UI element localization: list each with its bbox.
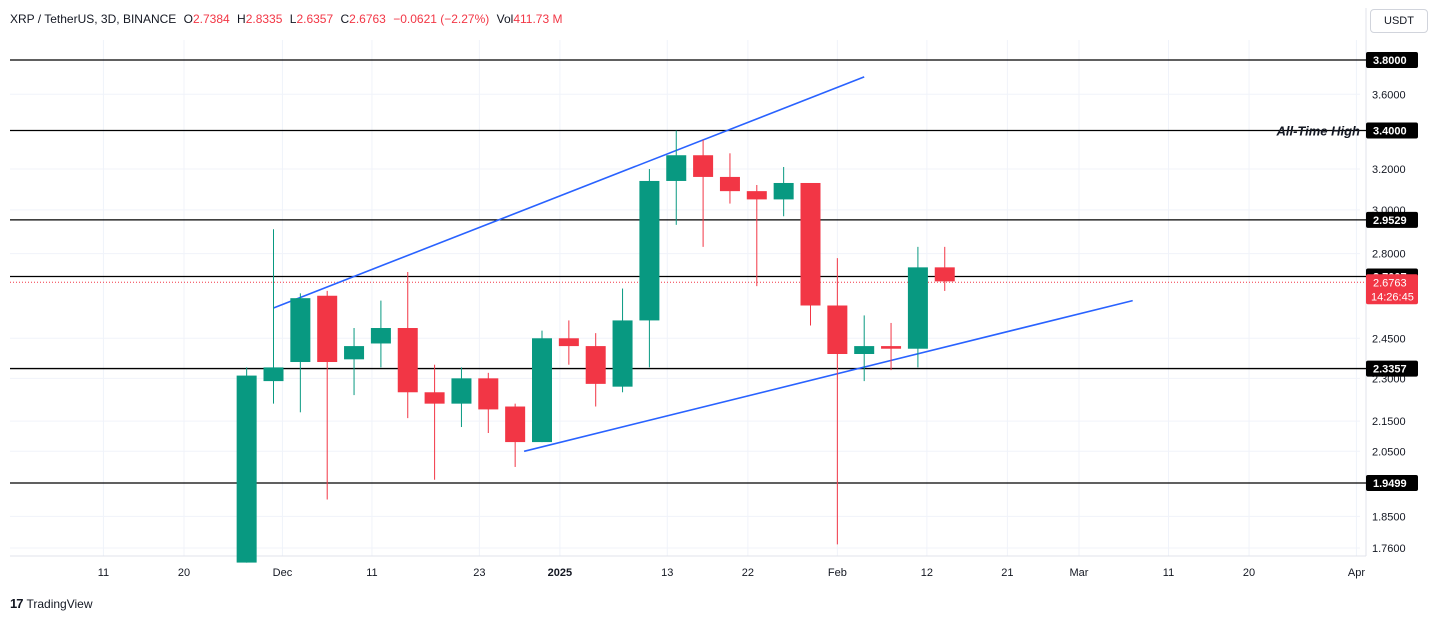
time-tick-label: Dec: [273, 567, 293, 579]
level-price-badge: [1366, 52, 1418, 68]
candle-body: [746, 191, 767, 200]
time-tick-label: 21: [1001, 567, 1013, 579]
low-value: 2.6357: [296, 12, 334, 26]
price-tick-label: 2.8000: [1372, 249, 1406, 261]
candle-body: [317, 295, 338, 363]
time-tick-label: 20: [1243, 567, 1255, 579]
volume-label: Vol: [496, 12, 514, 26]
time-tick-label: Apr: [1348, 567, 1365, 579]
candle-body: [478, 378, 499, 410]
volume-value: 411.73 M: [513, 12, 563, 26]
tradingview-logo-icon: 17: [10, 596, 24, 611]
open-value: 2.7384: [192, 12, 230, 26]
trendline: [523, 299, 1133, 453]
currency-button[interactable]: USDT: [1370, 9, 1428, 33]
current-price-badge: [1366, 274, 1418, 305]
candle-body: [719, 176, 740, 192]
change-value: −0.0621 (−2.27%): [393, 12, 490, 26]
candle-body: [693, 155, 714, 177]
close-label: C: [340, 12, 350, 26]
trendlines: [273, 76, 1133, 453]
time-axis[interactable]: ov1120Dec112320251322Feb1221Mar1120Apr: [0, 567, 1366, 579]
candle-body: [263, 367, 284, 382]
price-tick-label: 3.2000: [1372, 164, 1406, 176]
time-tick-label: 20: [178, 567, 190, 579]
candle-body: [397, 328, 418, 393]
time-tick-label: 11: [98, 567, 109, 579]
candle-body: [344, 346, 365, 360]
candle-body: [585, 346, 606, 384]
level-price-label: 1.9499: [1373, 478, 1407, 490]
price-axis[interactable]: 3.60003.20003.00002.80002.45002.30002.15…: [1366, 52, 1418, 555]
all-time-high-label: All-Time High: [1275, 124, 1360, 139]
level-price-label: 3.4000: [1373, 126, 1407, 138]
level-price-label: 2.9529: [1373, 215, 1407, 227]
high-label: H: [237, 12, 246, 26]
time-tick-label: 2025: [548, 567, 572, 579]
price-tick-label: 2.1500: [1372, 416, 1406, 428]
candle-body: [558, 338, 579, 347]
candle-body: [934, 267, 955, 282]
current-price-label: 2.6763: [1373, 277, 1407, 289]
countdown-label: 14:26:45: [1371, 291, 1414, 303]
price-tick-label: 3.6000: [1372, 89, 1406, 101]
candle-body: [854, 346, 875, 355]
candle-body: [451, 378, 472, 404]
candle-body: [290, 298, 311, 363]
level-price-label: 2.3357: [1373, 364, 1407, 376]
time-tick-label: 11: [366, 567, 377, 579]
close-value: 2.6763: [349, 12, 386, 26]
candle-body: [612, 320, 633, 387]
time-tick-label: 12: [921, 567, 933, 579]
candle-body: [532, 338, 552, 443]
level-price-badge: [1366, 360, 1418, 377]
candle-body: [773, 182, 794, 200]
level-price-badge: [1366, 475, 1418, 492]
price-tick-label: 2.4500: [1372, 333, 1406, 345]
brand-name: TradingView: [26, 596, 93, 611]
time-tick-label: 22: [742, 567, 754, 579]
open-label: O: [183, 12, 193, 26]
level-price-badge: [1366, 122, 1418, 139]
level-price-label: 3.8000: [1373, 55, 1407, 67]
candle-body: [907, 267, 928, 349]
price-tick-label: 2.0500: [1372, 446, 1406, 458]
high-value: 2.8335: [245, 12, 283, 26]
candle-body: [881, 346, 902, 349]
candle-body: [800, 182, 821, 306]
low-label: L: [289, 12, 297, 26]
trendline: [273, 76, 865, 309]
time-tick-label: 13: [661, 567, 673, 579]
horizontal-levels: [10, 59, 1366, 484]
candle-body: [827, 305, 848, 355]
candle-body: [639, 180, 660, 321]
price-tick-label: 1.8500: [1372, 511, 1406, 523]
time-tick-label: 23: [473, 567, 485, 579]
time-tick-label: 11: [1163, 567, 1174, 579]
annotations: All-Time High: [1275, 124, 1360, 139]
symbol-header: XRP / TetherUS, 3D, BINANCE O2.7384 H2.8…: [10, 12, 566, 26]
time-tick-label: Mar: [1070, 567, 1089, 579]
candle-body: [666, 155, 687, 181]
symbol-title[interactable]: XRP / TetherUS, 3D, BINANCE: [10, 12, 177, 26]
tradingview-brand[interactable]: 17 TradingView: [10, 596, 93, 611]
level-price-badge: [1366, 211, 1418, 228]
candles: [236, 130, 955, 563]
grid-lines: [10, 8, 1367, 557]
candle-body: [505, 406, 526, 443]
candle-body: [424, 392, 445, 404]
candle-body: [236, 375, 257, 563]
candle-body: [370, 328, 391, 344]
price-tick-label: 1.7600: [1372, 543, 1406, 555]
time-tick-label: Feb: [828, 567, 847, 579]
